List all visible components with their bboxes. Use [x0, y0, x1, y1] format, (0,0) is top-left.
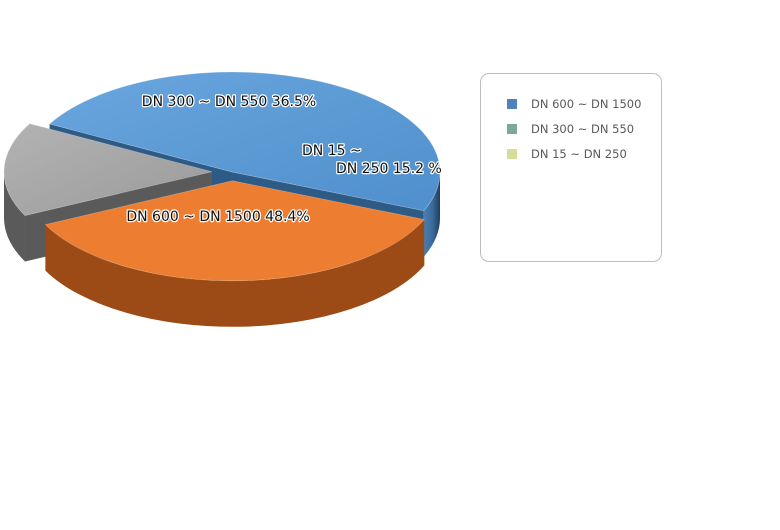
pie-slice-side-dn300-dn550 — [45, 219, 425, 327]
legend-swatch-dn300-dn550 — [507, 124, 517, 134]
legend-item-dn15-dn250: DN 15 ~ DN 250 — [507, 146, 627, 162]
pie-slice-dn600-dn1500 — [48, 71, 441, 212]
data-label-dn300-dn550: DN 300 ~ DN 550 36.5% — [142, 94, 316, 110]
data-label-dn15-dn250-line-1: DN 15 ~ — [302, 143, 362, 159]
data-label-dn15-dn250-line-2: DN 250 15.2 % — [336, 161, 442, 177]
data-label-dn600-dn1500: DN 600 ~ DN 1500 48.4% — [126, 209, 309, 225]
legend-label-dn300-dn550: DN 300 ~ DN 550 — [531, 122, 635, 136]
pie-slice-side-dn600-dn1500 — [423, 172, 440, 257]
chart-legend: DN 600 ~ DN 1500 DN 300 ~ DN 550 DN 15 ~… — [480, 73, 662, 262]
legend-item-dn600-dn1500: DN 600 ~ DN 1500 — [507, 96, 641, 112]
legend-swatch-dn600-dn1500 — [507, 99, 517, 109]
legend-swatch-dn15-dn250 — [507, 149, 517, 159]
pie-slice-dn300-dn550 — [44, 180, 425, 282]
pie-slice-side-dn15-dn250 — [4, 171, 25, 262]
legend-item-dn300-dn550: DN 300 ~ DN 550 — [507, 121, 634, 137]
data-label-dn15-dn250: DN 15 ~ DN 250 15.2 % — [302, 143, 442, 177]
pie-slice-dn15-dn250 — [3, 123, 213, 216]
data-label-dn600-dn1500-line-1: DN 600 ~ DN 1500 48.4% — [126, 209, 309, 225]
data-label-dn300-dn550-line-1: DN 300 ~ DN 550 36.5% — [142, 94, 316, 110]
legend-label-dn600-dn1500: DN 600 ~ DN 1500 — [531, 97, 642, 111]
legend-label-dn15-dn250: DN 15 ~ DN 250 — [531, 147, 627, 161]
